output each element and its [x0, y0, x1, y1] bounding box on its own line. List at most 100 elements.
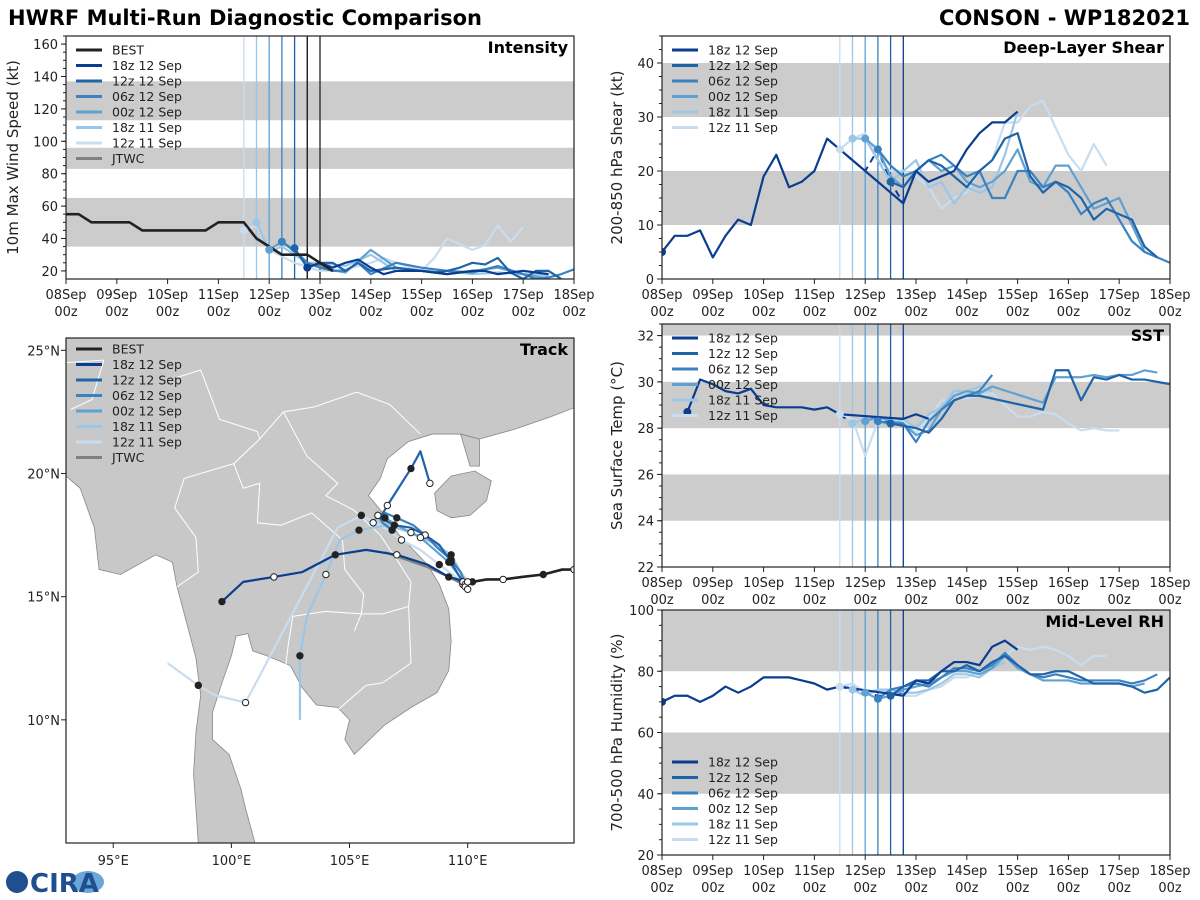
track-marker-06z-12-sep	[388, 526, 396, 534]
x-tick-label-hour: 00z	[1108, 881, 1132, 896]
series-line-12z-12-sep	[890, 132, 1159, 259]
country-border-0	[283, 391, 421, 435]
series-line-best	[66, 212, 334, 272]
shear-panel: 0 10 20 30 40 08Sep 00z 09Sep 00z 10Sep 00z 11Sep 00…	[608, 35, 1191, 320]
init-marker-06z-12-sep	[873, 417, 882, 426]
y-tick-label: 20	[41, 265, 58, 280]
x-tick-label-day: 11Sep	[794, 864, 835, 879]
x-tick-label-hour: 00z	[955, 593, 979, 608]
x-tick-label-day: 14Sep	[350, 288, 391, 303]
y-tick-label: 40	[637, 57, 654, 72]
logo-globe-icon	[6, 871, 28, 893]
x-tick-label-hour: 00z	[650, 305, 674, 320]
y-tick-label: 100	[629, 604, 654, 619]
plot-area	[662, 639, 1170, 706]
x-tick-label-hour: 00z	[359, 305, 383, 320]
y-tick-label: 32	[637, 330, 654, 345]
track-marker-18z-11-sep	[463, 578, 472, 586]
x-tick-label-day: 18Sep	[1149, 864, 1190, 879]
shaded-band-1	[662, 63, 1170, 117]
init-marker-00z-12-sep	[265, 245, 274, 254]
lat-tick-label: 10°N	[27, 714, 60, 729]
track-marker-06z-12-sep	[393, 514, 401, 522]
track-marker-12z-12-sep	[426, 479, 434, 488]
x-tick-label-day: 17Sep	[1099, 576, 1140, 591]
series-line-18z-12-sep	[662, 639, 1019, 703]
init-marker-12z-12-sep	[886, 691, 895, 700]
legend-label-12z-12-sep: 12z 12 Sep	[708, 770, 778, 785]
legend-label-jtwc: JTWC	[111, 151, 145, 166]
x-tick-label-hour: 00z	[854, 593, 878, 608]
x-tick-label-hour: 00z	[1108, 305, 1132, 320]
init-marker-18z-11-sep	[848, 685, 857, 694]
legend-label-06z-12-sep: 06z 12 Sep	[708, 362, 778, 377]
init-marker-12z-11-sep	[835, 410, 844, 419]
x-tick-label-hour: 00z	[752, 881, 776, 896]
plot-area	[66, 212, 574, 279]
init-marker-00z-12-sep	[861, 688, 870, 697]
track-marker-12z-11-sep	[241, 698, 250, 707]
legend-label-06z-12-sep: 06z 12 Sep	[708, 786, 778, 801]
x-tick-label-hour: 00z	[512, 305, 536, 320]
series-line-12z-12-sep	[293, 247, 562, 279]
series-line-18z-11-sep	[852, 111, 1019, 205]
x-tick-label-day: 11Sep	[198, 288, 239, 303]
x-tick-label-hour: 00z	[701, 881, 725, 896]
legend-label-18z-11-sep: 18z 11 Sep	[708, 105, 778, 120]
country-border-4	[233, 463, 365, 614]
land-mainland	[66, 338, 574, 843]
track-marker-18z-12-sep	[445, 573, 453, 581]
sst-panel: 22 24 26 28 30 32 08Sep 00z 09Sep 00z 10Sep 00z 11Se…	[608, 323, 1191, 608]
x-tick-label-hour: 00z	[308, 305, 332, 320]
series-line-06z-12-sep	[877, 374, 994, 444]
track-marker-00z-12-sep	[381, 514, 389, 522]
y-tick-label: 140	[33, 71, 58, 86]
x-tick-label-day: 11Sep	[794, 576, 835, 591]
lon-tick-label: 105°E	[330, 854, 370, 869]
track-panel: 95°E 100°E 105°E 110°E 10°N 15°N 20°N 25°N Track…	[27, 337, 575, 869]
track-marker-12z-11-sep	[463, 585, 472, 593]
legend-label-18z-11-sep: 18z 11 Sep	[708, 817, 778, 832]
x-tick-label-hour: 00z	[410, 305, 434, 320]
x-tick-label-hour: 00z	[1057, 593, 1081, 608]
x-tick-label-day: 08Sep	[641, 288, 682, 303]
shaded-band-0	[662, 474, 1170, 521]
legend-label-12z-11-sep: 12z 11 Sep	[708, 408, 778, 423]
init-marker-12z-12-sep	[886, 177, 895, 186]
intensity-panel: 20 40 60 80 100 120 140 160 08Sep 00z 09Sep 00z 10Se…	[4, 35, 595, 320]
x-tick-label-day: 13Sep	[895, 288, 936, 303]
x-tick-label-hour: 00z	[854, 305, 878, 320]
plot-area	[662, 99, 1170, 264]
series-line-18z-12-sep	[686, 378, 930, 420]
legend-label-18z-11-sep: 18z 11 Sep	[112, 120, 182, 135]
panel-title: Track	[520, 340, 568, 359]
y-tick-label: 24	[637, 515, 654, 530]
figure-title: HWRF Multi-Run Diagnostic Comparison	[8, 6, 482, 30]
map-frame	[65, 337, 575, 844]
x-tick-label-hour: 00z	[904, 881, 928, 896]
legend-label-18z-11-sep: 18z 11 Sep	[708, 393, 778, 408]
x-tick-label-hour: 00z	[156, 305, 180, 320]
init-marker-12z-11-sep	[835, 682, 844, 691]
track-marker-18z-12-sep	[218, 597, 226, 606]
legend-label-18z-12-sep: 18z 12 Sep	[708, 331, 778, 346]
init-marker-06z-12-sep	[873, 145, 882, 154]
x-tick-label-day: 15Sep	[997, 576, 1038, 591]
x-tick-label-day: 17Sep	[503, 288, 544, 303]
x-tick-label-hour: 00z	[955, 305, 979, 320]
init-marker-12z-11-sep	[835, 145, 844, 154]
x-tick-label-day: 12Sep	[845, 864, 886, 879]
x-tick-label-hour: 00z	[105, 305, 129, 320]
series-line-12z-11-sep	[839, 99, 1108, 210]
series-line-12z-12-sep	[890, 369, 1170, 434]
x-tick-label-hour: 00z	[1158, 881, 1182, 896]
track-marker-12z-12-sep	[407, 464, 415, 473]
x-tick-label-day: 16Sep	[452, 288, 493, 303]
track-marker-18z-12-sep	[393, 551, 401, 559]
y-tick-label: 40	[41, 233, 58, 248]
x-tick-label-hour: 00z	[854, 881, 878, 896]
x-tick-label-hour: 00z	[904, 305, 928, 320]
x-tick-label-hour: 00z	[461, 305, 485, 320]
shaded-band-2	[662, 324, 1170, 336]
